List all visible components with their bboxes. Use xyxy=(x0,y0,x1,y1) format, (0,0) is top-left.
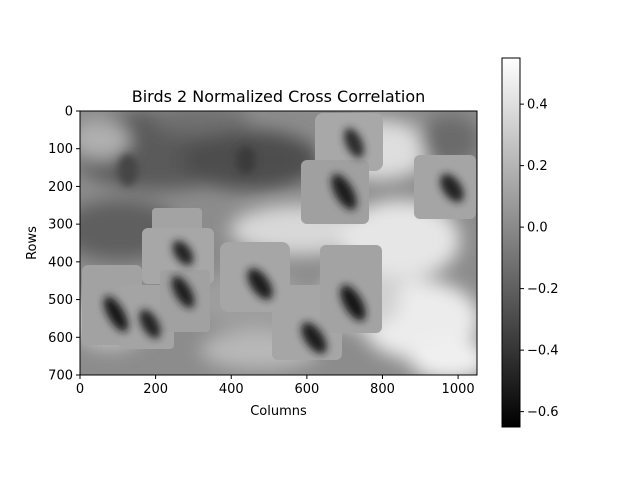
colorbar-tick-label: −0.6 xyxy=(527,405,559,420)
x-tick-label: 200 xyxy=(143,382,168,397)
y-tick-label: 600 xyxy=(48,331,73,346)
x-tick-label: 600 xyxy=(294,382,319,397)
x-axis: 0 200 400 600 800 1000 xyxy=(76,375,475,397)
y-tick-label: 400 xyxy=(48,255,73,270)
y-tick-label: 0 xyxy=(65,105,73,120)
colorbar-tick-label: −0.2 xyxy=(527,282,559,297)
chart-title: Birds 2 Normalized Cross Correlation xyxy=(132,87,426,106)
correlation-peaks xyxy=(103,128,464,354)
y-tick-label: 100 xyxy=(48,142,73,157)
colorbar-tick-label: 0.0 xyxy=(527,221,548,236)
x-axis-label: Columns xyxy=(250,404,307,419)
y-axis: 0 100 200 300 400 500 600 700 xyxy=(48,105,80,384)
colorbar-gradient xyxy=(501,57,521,428)
colorbar-tick-label: 0.2 xyxy=(527,159,548,174)
colorbar-tick-label: −0.4 xyxy=(527,344,559,359)
colorbar-tick-label: 0.4 xyxy=(527,98,548,113)
plot-frame xyxy=(79,110,478,376)
y-axis-label: Rows xyxy=(25,226,40,260)
x-tick-label: 800 xyxy=(370,382,395,397)
y-tick-label: 300 xyxy=(48,218,73,233)
colorbar-ticks: 0.4 0.2 0.0 −0.2 −0.4 −0.6 xyxy=(520,98,559,420)
colorbar: 0.4 0.2 0.0 −0.2 −0.4 −0.6 xyxy=(501,57,559,428)
y-tick-label: 700 xyxy=(48,369,73,384)
y-tick-label: 200 xyxy=(48,180,73,195)
x-tick-label: 400 xyxy=(219,382,244,397)
x-tick-label: 0 xyxy=(76,382,84,397)
heatmap-image xyxy=(80,111,477,375)
x-tick-label: 1000 xyxy=(442,382,475,397)
y-tick-label: 500 xyxy=(48,293,73,308)
